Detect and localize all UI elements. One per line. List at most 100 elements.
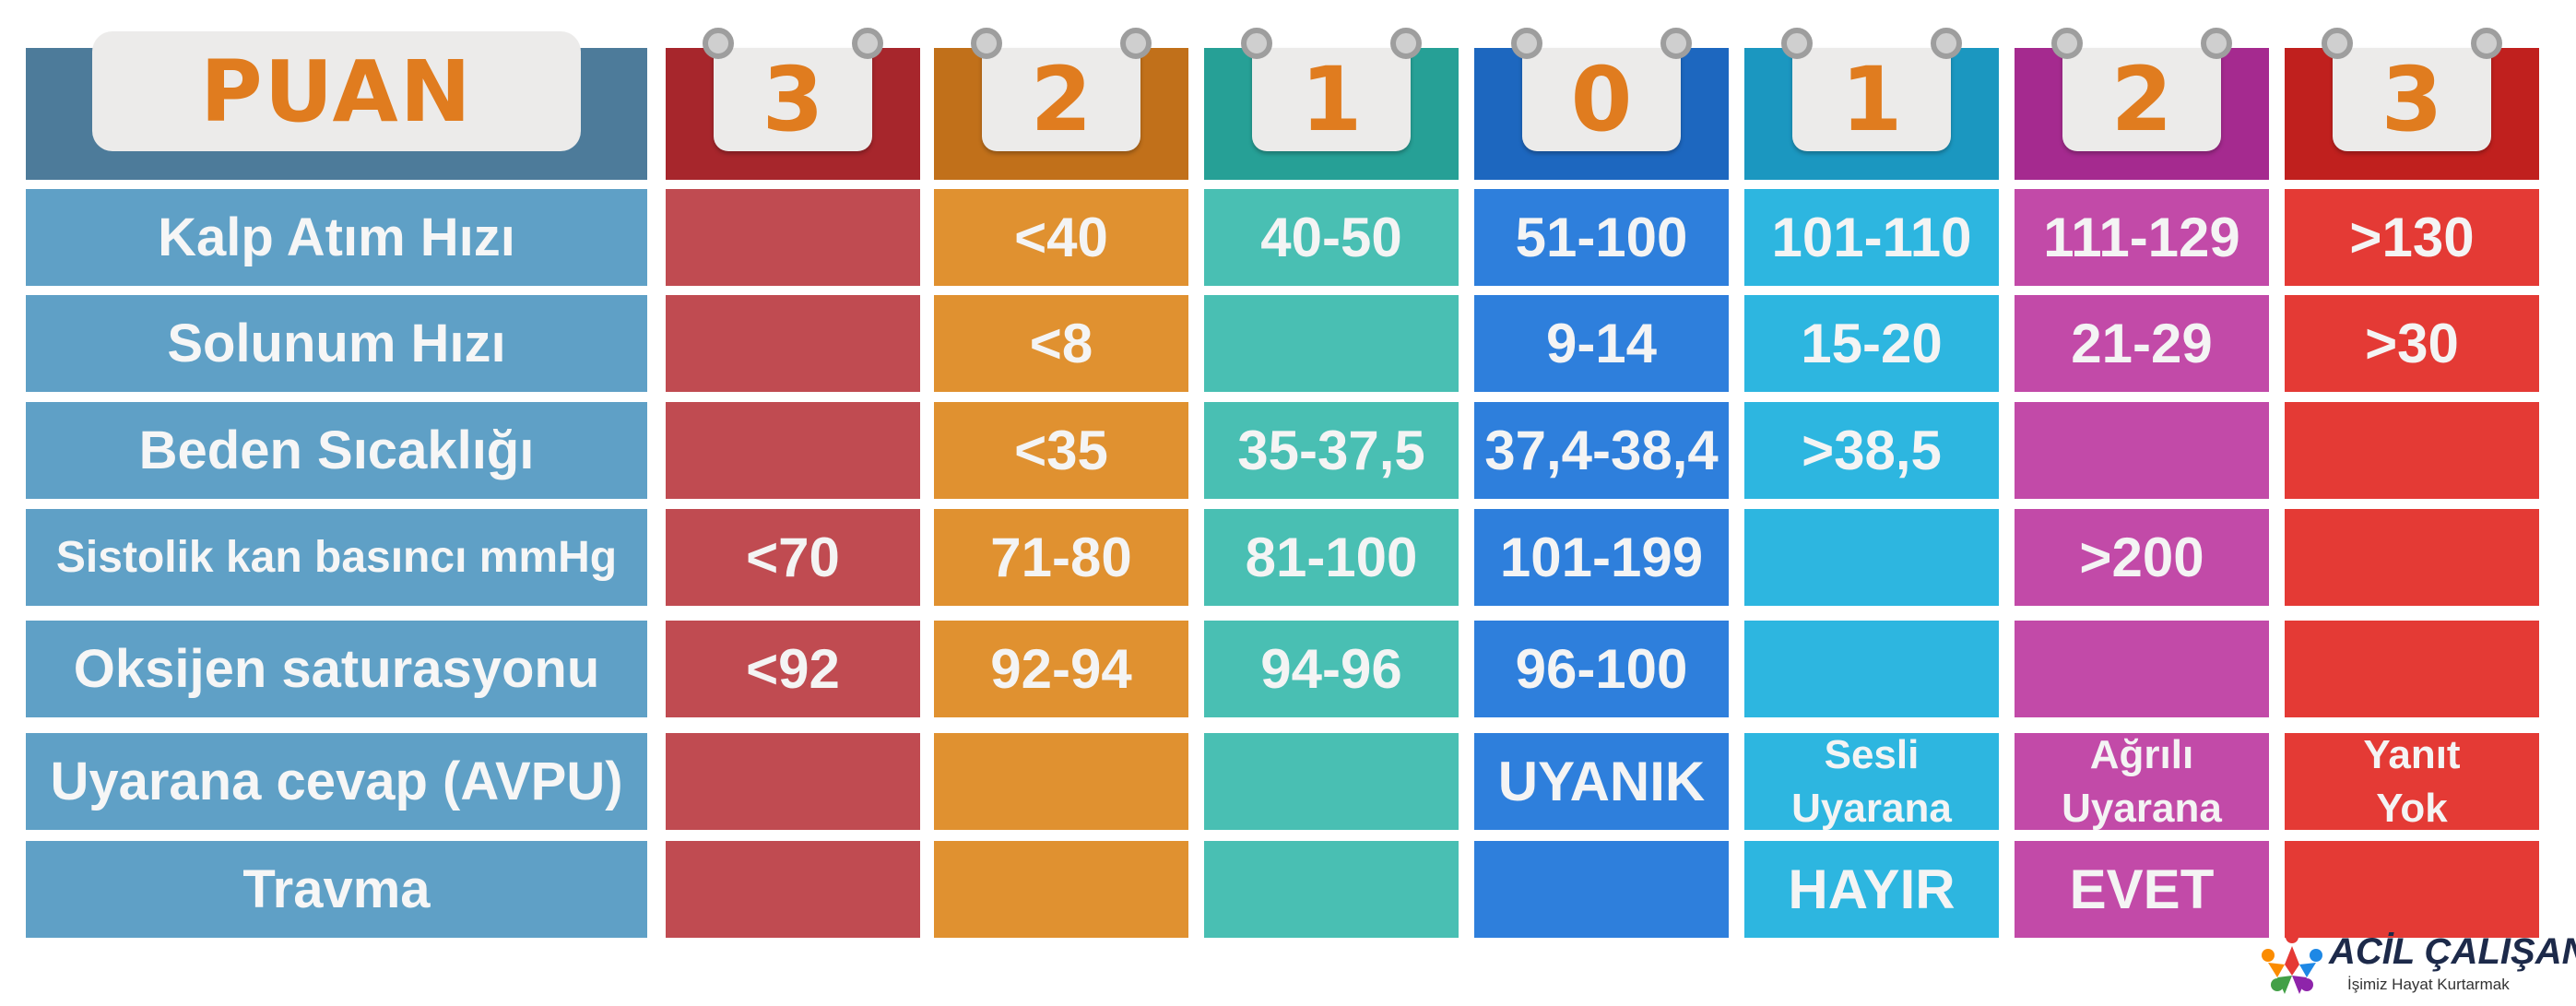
table-cell: EVET [2015, 841, 2269, 938]
people-star-logo-icon [2262, 930, 2322, 994]
cell-value: HAYIR [1788, 858, 1956, 920]
cell-value: 15-20 [1801, 313, 1943, 374]
table-cell: 111-129 [2015, 189, 2269, 286]
binder-ring-icon [2201, 28, 2232, 59]
table-cell [2015, 621, 2269, 717]
cell-value: 21-29 [2071, 313, 2213, 374]
row-label: Solunum Hızı [26, 295, 647, 392]
score-number: 1 [1252, 48, 1411, 151]
table-cell: 40-50 [1204, 189, 1459, 286]
row-label: Sistolik kan basıncı mmHg [26, 509, 647, 606]
cell-value: >200 [2079, 527, 2204, 588]
table-cell: <35 [934, 402, 1188, 499]
cell-value: 9-14 [1545, 313, 1658, 374]
puan-label: PUAN [92, 31, 581, 151]
table-cell: UYANIK [1474, 733, 1729, 830]
cell-value: <35 [1014, 420, 1108, 481]
table-cell: <40 [934, 189, 1188, 286]
binder-ring-icon [2322, 28, 2353, 59]
table-cell: >130 [2285, 189, 2539, 286]
binder-ring-icon [1241, 28, 1272, 59]
table-cell: 51-100 [1474, 189, 1729, 286]
table-cell: <8 [934, 295, 1188, 392]
cell-value: EVET [2069, 858, 2215, 920]
row-label: Kalp Atım Hızı [26, 189, 647, 286]
logo-subtitle: İşimiz Hayat Kurtarmak [2347, 976, 2510, 993]
binder-ring-icon [1781, 28, 1813, 59]
score-header-4: 1 [1744, 28, 1999, 180]
binder-ring-icon [2471, 28, 2502, 59]
cell-value: Sesli Uyarana [1791, 731, 1952, 831]
table-cell [1204, 841, 1459, 938]
binder-ring-icon [703, 28, 734, 59]
binder-ring-icon [1120, 28, 1152, 59]
table-cell [666, 841, 920, 938]
table-cell [666, 189, 920, 286]
cell-value: <8 [1029, 313, 1093, 374]
cell-value: 111-129 [2043, 207, 2240, 268]
table-cell [666, 733, 920, 830]
table-cell [934, 841, 1188, 938]
binder-ring-icon [1660, 28, 1692, 59]
cell-value: >30 [2365, 313, 2459, 374]
binder-ring-icon [1390, 28, 1422, 59]
cell-value: 37,4-38,4 [1484, 420, 1719, 481]
table-cell [934, 733, 1188, 830]
score-header-0: 3 [666, 28, 920, 180]
table-cell: Yanıt Yok [2285, 732, 2539, 831]
score-number: 0 [1522, 48, 1681, 151]
row-label: Uyarana cevap (AVPU) [26, 733, 647, 830]
binder-ring-icon [1511, 28, 1542, 59]
binder-ring-icon [852, 28, 883, 59]
cell-value: Yanıt Yok [2363, 731, 2461, 831]
table-cell [1204, 295, 1459, 392]
cell-value: 96-100 [1515, 638, 1688, 700]
table-cell: 81-100 [1204, 509, 1459, 606]
cell-value: <70 [746, 527, 840, 588]
cell-value: 94-96 [1260, 638, 1402, 700]
table-cell: 71-80 [934, 509, 1188, 606]
cell-value: >38,5 [1802, 420, 1942, 481]
cell-value: 101-199 [1499, 527, 1704, 588]
table-cell [666, 295, 920, 392]
cell-value: 35-37,5 [1237, 420, 1425, 481]
puan-header: PUAN [26, 31, 647, 180]
cell-value: 92-94 [990, 638, 1132, 700]
score-header-5: 2 [2015, 28, 2269, 180]
table-cell [2285, 621, 2539, 717]
table-cell: 96-100 [1474, 621, 1729, 717]
cell-value: 40-50 [1260, 207, 1402, 268]
table-cell: Ağrılı Uyarana [2015, 732, 2269, 831]
binder-ring-icon [1931, 28, 1962, 59]
table-cell: 101-110 [1744, 189, 1999, 286]
cell-value: UYANIK [1497, 751, 1706, 812]
table-cell: 9-14 [1474, 295, 1729, 392]
logo: ACİL ÇALIŞANLARI İşimiz Hayat Kurtarmak [2259, 928, 2576, 1001]
score-number: 2 [982, 48, 1140, 151]
table-cell [1474, 841, 1729, 938]
table-cell [2285, 402, 2539, 499]
logo-title: ACİL ÇALIŞANLARI [2329, 931, 2576, 972]
cell-value: 71-80 [990, 527, 1132, 588]
table-cell: <92 [666, 621, 920, 717]
table-cell: >30 [2285, 295, 2539, 392]
row-label: Oksijen saturasyonu [26, 621, 647, 717]
row-label: Travma [26, 841, 647, 938]
cell-value: 101-110 [1771, 207, 1972, 268]
cell-value: <40 [1014, 207, 1108, 268]
table-cell [1744, 621, 1999, 717]
binder-ring-icon [971, 28, 1002, 59]
table-cell [2015, 402, 2269, 499]
table-cell: 101-199 [1474, 509, 1729, 606]
table-cell: HAYIR [1744, 841, 1999, 938]
cell-value: 81-100 [1245, 527, 1418, 588]
score-header-6: 3 [2285, 28, 2539, 180]
cell-value: 51-100 [1515, 207, 1688, 268]
row-label: Beden Sıcaklığı [26, 402, 647, 499]
table-cell: <70 [666, 509, 920, 606]
table-cell: 94-96 [1204, 621, 1459, 717]
score-header-2: 1 [1204, 28, 1459, 180]
cell-value: Ağrılı Uyarana [2062, 731, 2222, 831]
table-cell [1744, 509, 1999, 606]
score-number: 2 [2062, 48, 2221, 151]
